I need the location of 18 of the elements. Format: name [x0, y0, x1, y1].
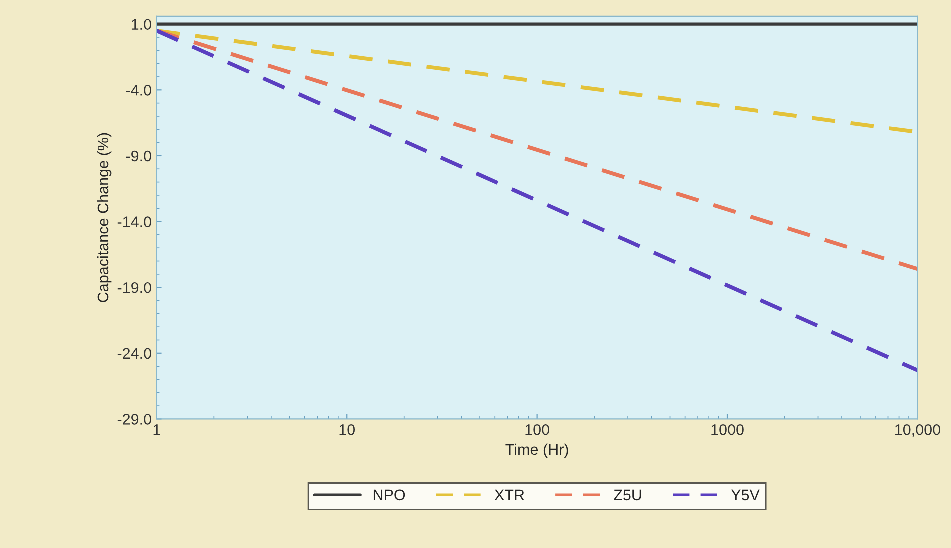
x-tick-label: 1 [154, 424, 160, 436]
x-axis-title: Time (Hr) [506, 444, 568, 458]
y-tick-label: 1.0 [132, 19, 152, 30]
y-tick-label: -24.0 [118, 348, 152, 360]
legend-label: NPO [374, 490, 406, 501]
x-tick-label: 10,000 [896, 424, 940, 438]
y-tick-label: -9.0 [126, 150, 152, 162]
legend-label: Z5U [614, 490, 642, 501]
y-tick-label: -29.0 [118, 414, 152, 425]
x-tick-label: 1000 [712, 424, 744, 436]
legend-label: XTR [494, 490, 524, 500]
x-tick-label: 10 [340, 424, 356, 436]
y-tick-label: -4.0 [126, 85, 152, 96]
y-axis-title: Capacitance Change (%) [97, 133, 112, 302]
y-tick-label: -19.0 [118, 282, 152, 294]
y-tick-label: -14.0 [118, 216, 152, 228]
x-tick-label: 100 [526, 424, 550, 436]
legend-label: Y5V [731, 490, 760, 501]
